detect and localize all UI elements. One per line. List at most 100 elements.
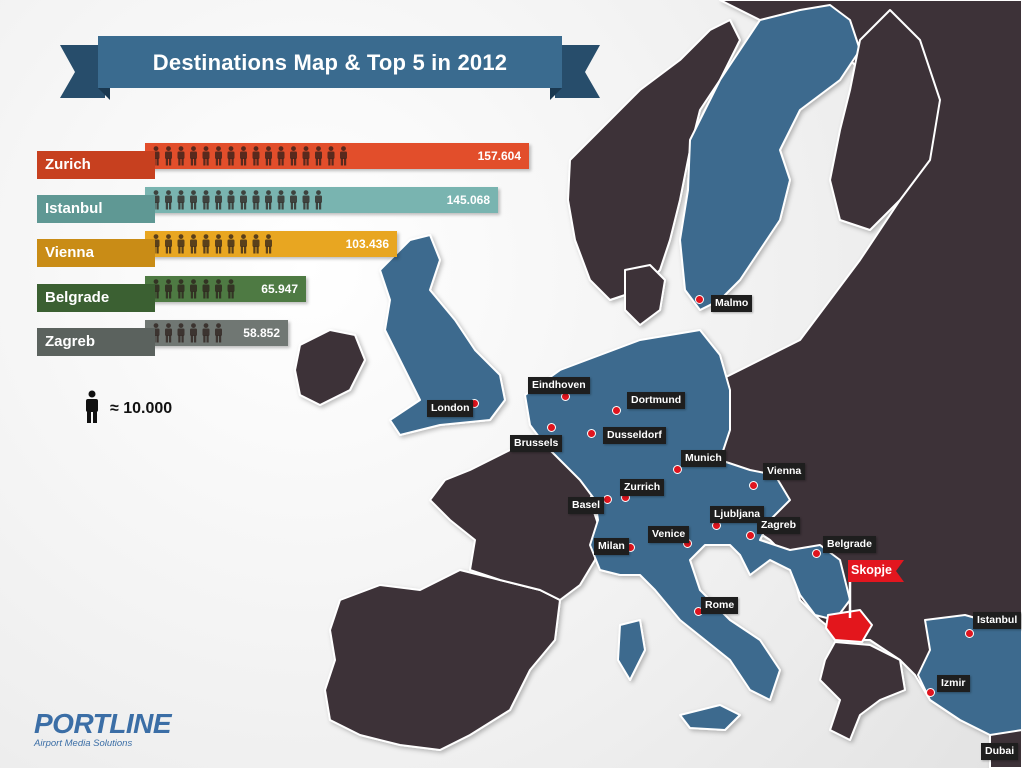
city-label: Istanbul bbox=[973, 612, 1022, 629]
city-label: London bbox=[427, 400, 474, 417]
person-icon bbox=[215, 323, 222, 343]
bar: 103.436 bbox=[145, 231, 397, 257]
bar-row: 103.436 Vienna bbox=[0, 231, 600, 267]
person-icon bbox=[227, 146, 235, 166]
person-icon bbox=[165, 323, 172, 343]
city-dot bbox=[926, 688, 935, 697]
person-icon bbox=[302, 190, 310, 210]
city-dot bbox=[603, 495, 612, 504]
bar: 157.604 bbox=[145, 143, 529, 169]
bar-category-label: Vienna bbox=[37, 239, 155, 267]
bar-row: 58.852 Zagreb bbox=[0, 320, 600, 356]
person-icon bbox=[252, 234, 260, 254]
person-icon bbox=[177, 279, 185, 299]
flag-icon bbox=[848, 560, 904, 618]
city-label: Rome bbox=[701, 597, 739, 614]
denmark-landmass bbox=[624, 264, 666, 326]
person-icons bbox=[152, 190, 322, 210]
iberia-landmass bbox=[324, 569, 561, 751]
person-icons bbox=[152, 279, 235, 299]
person-icon bbox=[227, 234, 235, 254]
sicily-landmass bbox=[679, 704, 741, 731]
home-city-label: Skopje bbox=[851, 563, 892, 577]
sweden-landmass bbox=[679, 4, 861, 311]
person-icon bbox=[190, 323, 197, 343]
legend-text: ≈ 10.000 bbox=[110, 400, 173, 417]
person-icon bbox=[340, 146, 347, 166]
city-label: Malmo bbox=[711, 295, 753, 312]
person-icon bbox=[190, 279, 197, 299]
person-icon bbox=[165, 146, 172, 166]
title-ribbon bbox=[60, 36, 600, 100]
city-label: Belgrade bbox=[823, 536, 876, 553]
greece-landmass bbox=[819, 641, 906, 741]
person-icon bbox=[215, 234, 222, 254]
person-icon bbox=[177, 190, 185, 210]
bar-value-label: 145.068 bbox=[446, 193, 490, 207]
person-icon bbox=[165, 190, 172, 210]
person-icon bbox=[177, 323, 185, 343]
person-icon bbox=[177, 234, 185, 254]
bar-category-label: Belgrade bbox=[37, 284, 155, 312]
bar-category-label: Zurich bbox=[37, 151, 155, 179]
person-icon bbox=[240, 190, 247, 210]
person-icon bbox=[240, 234, 247, 254]
person-icons bbox=[152, 323, 222, 343]
person-icon bbox=[165, 234, 172, 254]
person-icon bbox=[190, 190, 197, 210]
person-icon bbox=[227, 190, 235, 210]
person-icon bbox=[290, 190, 297, 210]
person-icon bbox=[277, 190, 285, 210]
person-icons bbox=[152, 234, 272, 254]
bar-row: 157.604 Zurich bbox=[0, 143, 600, 179]
bar-category-label: Istanbul bbox=[37, 195, 155, 223]
person-icon bbox=[290, 146, 297, 166]
city-label: Zurrich bbox=[620, 479, 665, 496]
city-dot bbox=[965, 629, 974, 638]
city-label: Ljubljana bbox=[710, 506, 765, 523]
sardinia-landmass bbox=[617, 619, 646, 681]
city-label: Dusseldorf bbox=[603, 427, 666, 444]
bar-value-label: 103.436 bbox=[345, 237, 389, 251]
bar-value-label: 157.604 bbox=[477, 149, 521, 163]
person-icon bbox=[202, 323, 210, 343]
city-dot bbox=[746, 531, 755, 540]
person-icon bbox=[165, 279, 172, 299]
person-icon bbox=[202, 146, 210, 166]
finland-landmass bbox=[829, 9, 941, 231]
city-dot bbox=[695, 295, 704, 304]
bar-value-label: 65.947 bbox=[261, 282, 298, 296]
city-label: Vienna bbox=[763, 463, 806, 480]
person-icon bbox=[202, 279, 210, 299]
person-icon bbox=[315, 190, 322, 210]
city-label: Basel bbox=[568, 497, 605, 514]
person-icon bbox=[227, 279, 235, 299]
city-dot bbox=[547, 423, 556, 432]
city-label: Izmir bbox=[937, 675, 970, 692]
bar-value-label: 58.852 bbox=[243, 326, 280, 340]
person-icon bbox=[265, 146, 272, 166]
city-dot bbox=[749, 481, 758, 490]
person-icon bbox=[277, 146, 285, 166]
person-icons bbox=[152, 146, 347, 166]
person-icon bbox=[86, 390, 98, 423]
city-dot bbox=[587, 429, 596, 438]
bar-row: 65.947 Belgrade bbox=[0, 276, 600, 312]
person-icon bbox=[190, 146, 197, 166]
person-icon bbox=[252, 146, 260, 166]
city-dot bbox=[673, 465, 682, 474]
city-label: Dubai bbox=[981, 743, 1019, 760]
city-dot bbox=[612, 406, 621, 415]
bar: 145.068 bbox=[145, 187, 498, 213]
person-icon bbox=[215, 279, 222, 299]
central-europe-served bbox=[524, 329, 851, 701]
macedonia-region bbox=[825, 609, 873, 643]
person-icon bbox=[252, 190, 260, 210]
person-icon bbox=[327, 146, 335, 166]
bar-category-label: Zagreb bbox=[37, 328, 155, 356]
portline-logo: PORTLINE Airport Media Solutions bbox=[34, 710, 172, 750]
person-icon bbox=[315, 146, 322, 166]
city-label: Venice bbox=[648, 526, 690, 543]
page-title: Destinations Map & Top 5 in 2012 bbox=[152, 50, 508, 75]
